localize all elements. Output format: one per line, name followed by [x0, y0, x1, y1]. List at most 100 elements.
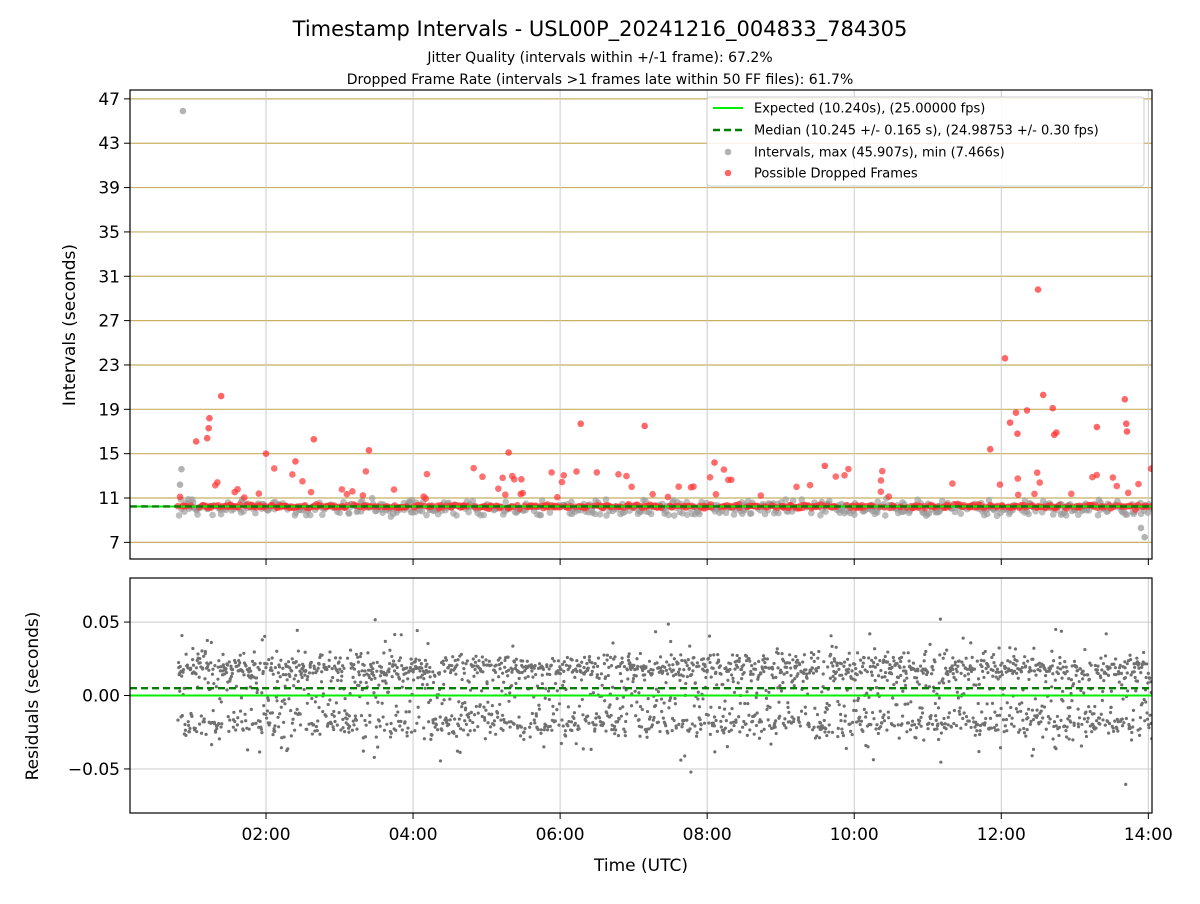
dropped-frame-point: [728, 476, 735, 483]
residual-point: [294, 674, 297, 677]
residual-point: [944, 667, 947, 670]
residual-point: [683, 754, 686, 757]
residual-point: [373, 677, 376, 680]
residual-point: [1112, 730, 1115, 733]
residual-point: [438, 671, 441, 674]
residual-point: [180, 634, 183, 637]
residual-point: [196, 652, 199, 655]
residual-point: [1015, 672, 1018, 675]
residual-point: [929, 717, 932, 720]
residual-point: [283, 702, 286, 705]
residual-point: [1148, 714, 1151, 717]
residual-point: [375, 670, 378, 673]
residual-point: [716, 730, 719, 733]
residual-point: [901, 690, 904, 693]
residual-point: [671, 663, 674, 666]
residual-point: [1124, 783, 1127, 786]
residual-point: [493, 719, 496, 722]
residual-point: [961, 717, 964, 720]
residual-point: [732, 724, 735, 727]
residual-point: [333, 720, 336, 723]
residual-point: [474, 655, 477, 658]
residual-point: [843, 720, 846, 723]
residual-point: [823, 719, 826, 722]
residual-point: [873, 647, 876, 650]
residual-point: [651, 723, 654, 726]
residual-point: [371, 667, 374, 670]
residual-point: [387, 667, 390, 670]
dropped-frame-point: [554, 494, 561, 501]
residual-point: [877, 674, 880, 677]
dropped-frame-point: [949, 480, 956, 487]
residual-point: [595, 712, 598, 715]
residual-point: [348, 714, 351, 717]
residual-point: [702, 657, 705, 660]
residual-point: [805, 672, 808, 675]
residual-point: [788, 661, 791, 664]
residual-point: [251, 660, 254, 663]
residual-point: [578, 705, 581, 708]
residual-point: [562, 724, 565, 727]
residual-point: [270, 669, 273, 672]
residual-point: [442, 663, 445, 666]
residual-point: [475, 705, 478, 708]
residual-point: [255, 682, 258, 685]
residual-point: [526, 660, 529, 663]
residual-point: [687, 658, 690, 661]
residual-point: [954, 660, 957, 663]
residual-point: [709, 733, 712, 736]
residual-point: [1141, 702, 1144, 705]
residual-point: [191, 658, 194, 661]
residual-point: [635, 701, 638, 704]
residual-point: [718, 706, 721, 709]
residual-point: [691, 722, 694, 725]
residual-point: [572, 717, 575, 720]
residual-point: [456, 658, 459, 661]
residual-point: [723, 700, 726, 703]
residual-point: [851, 721, 854, 724]
residual-point: [859, 659, 862, 662]
residual-point: [1047, 721, 1050, 724]
residual-point: [822, 660, 825, 663]
residual-point: [451, 655, 454, 658]
residual-point: [911, 720, 914, 723]
residual-point: [401, 728, 404, 731]
residual-point: [188, 727, 191, 730]
residual-point: [225, 688, 228, 691]
residual-point: [1112, 727, 1115, 730]
residual-point: [289, 709, 292, 712]
residual-point: [810, 656, 813, 659]
residual-point: [564, 734, 567, 737]
residual-point: [1097, 672, 1100, 675]
residual-point: [418, 669, 421, 672]
residual-point: [730, 728, 733, 731]
residual-point: [763, 661, 766, 664]
residual-point: [920, 707, 923, 710]
residual-point: [673, 657, 676, 660]
residual-point: [506, 674, 509, 677]
residual-point: [394, 729, 397, 732]
residual-point: [874, 656, 877, 659]
dropped-frame-point: [623, 473, 630, 480]
residual-point: [291, 722, 294, 725]
residual-point: [562, 670, 565, 673]
residual-point: [816, 713, 819, 716]
residual-point: [739, 702, 742, 705]
residual-point: [716, 653, 719, 656]
residual-point: [818, 736, 821, 739]
intervals-ytick-label: 15: [98, 445, 120, 465]
residual-point: [923, 659, 926, 662]
residual-point: [185, 653, 188, 656]
residual-point: [827, 730, 830, 733]
residual-point: [838, 703, 841, 706]
residual-point: [939, 618, 942, 621]
residual-point: [537, 704, 540, 707]
residual-point: [464, 662, 467, 665]
residual-point: [672, 719, 675, 722]
residual-point: [652, 716, 655, 719]
residual-point: [891, 696, 894, 699]
residual-point: [548, 698, 551, 701]
residuals-ytick-label: 0.00: [82, 687, 120, 707]
residual-point: [884, 655, 887, 658]
residual-point: [924, 650, 927, 653]
